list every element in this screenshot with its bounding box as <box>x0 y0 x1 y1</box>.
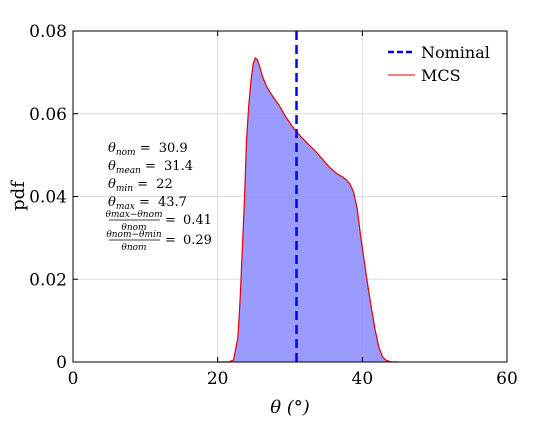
x-tick-label: 60 <box>496 369 518 389</box>
stat-theta-nom: θnom = 30.9 <box>108 141 188 158</box>
y-tick-label: 0.06 <box>29 105 67 125</box>
ratio-max-numerator: θmax−θnom <box>105 210 162 220</box>
histogram-area <box>217 57 399 362</box>
legend: Nominal MCS <box>388 43 490 85</box>
stats-annotation: θnom = 30.9 θmean = 31.4 θmin = 22 θmax … <box>105 141 212 253</box>
x-tick-label: 0 <box>68 369 79 389</box>
legend-nominal-label: Nominal <box>421 43 490 62</box>
y-tick-label: 0.04 <box>29 188 67 208</box>
ratio-min-numerator: θnom−θmin <box>106 230 162 240</box>
stat-ratio-min: θnom−θmin θnom = 0.29 <box>106 230 212 253</box>
ratio-max-value: 0.41 <box>183 213 212 228</box>
ratio-min-equals: = <box>165 233 176 248</box>
y-axis-label: pdf <box>8 180 29 211</box>
stat-ratio-max: θmax−θnom θnom = 0.41 <box>105 210 212 233</box>
x-tick-label: 20 <box>207 369 229 389</box>
ratio-min-denominator: θnom <box>121 243 146 253</box>
y-tick-label: 0 <box>56 353 67 373</box>
ratio-max-equals: = <box>165 213 176 228</box>
mcs-curve-group <box>217 56 399 363</box>
stat-theta-mean: θmean = 31.4 <box>108 159 193 176</box>
tick-marks <box>72 30 508 363</box>
stat-theta-min: θmin = 22 <box>108 177 173 194</box>
y-tick-labels: 0 0.02 0.04 0.06 0.08 <box>29 22 67 373</box>
stat-theta-max: θmax = 43.7 <box>108 195 187 212</box>
x-tick-label: 40 <box>352 369 374 389</box>
ratio-min-value: 0.29 <box>183 233 212 248</box>
legend-mcs-label: MCS <box>421 66 461 85</box>
histogram-fill <box>217 57 399 362</box>
x-tick-labels: 0 20 40 60 <box>68 369 518 389</box>
mcs-curve <box>217 56 399 363</box>
ratio-max-denominator: θnom <box>121 223 146 233</box>
y-tick-label: 0.02 <box>29 270 67 290</box>
y-tick-label: 0.08 <box>29 22 67 42</box>
x-axis-label: θ (°) <box>270 397 310 418</box>
